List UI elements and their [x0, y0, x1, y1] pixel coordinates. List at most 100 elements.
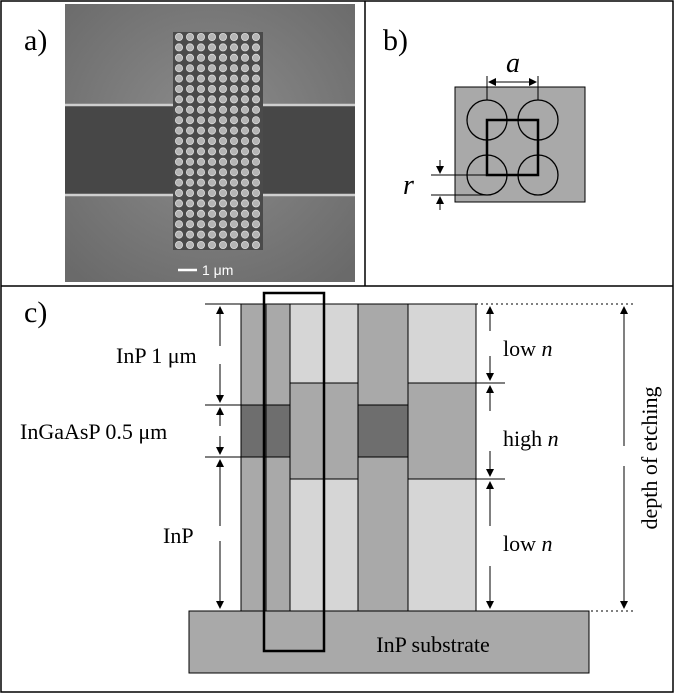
sem-hole — [207, 230, 216, 239]
column3-bottom — [357, 456, 409, 612]
sem-hole — [229, 85, 238, 94]
sem-hole — [186, 188, 195, 197]
sem-hole — [251, 157, 260, 166]
sem-hole — [207, 178, 216, 187]
sem-hole — [175, 220, 184, 229]
sem-hole — [186, 32, 195, 41]
right-waveguide — [260, 105, 355, 195]
sem-hole — [186, 157, 195, 166]
layer-diagram: InP substrate InP 1 μm InGaAsP 0.5 — [20, 291, 662, 674]
sem-hole — [218, 157, 227, 166]
sem-hole — [175, 209, 184, 218]
top-index-label: low n — [503, 336, 553, 361]
sem-hole — [207, 220, 216, 229]
sem-hole — [229, 178, 238, 187]
sem-hole — [229, 220, 238, 229]
sem-hole — [251, 105, 260, 114]
sem-hole — [229, 74, 238, 83]
sem-hole — [175, 95, 184, 104]
panel-b-label: b) — [383, 24, 408, 57]
sem-hole — [229, 126, 238, 135]
sem-hole — [218, 188, 227, 197]
sem-hole — [186, 168, 195, 177]
sem-hole — [229, 105, 238, 114]
sem-hole — [175, 43, 184, 52]
sem-hole — [218, 85, 227, 94]
sem-hole — [229, 147, 238, 156]
sem-hole — [196, 240, 205, 249]
sem-hole — [240, 168, 249, 177]
sem-hole — [240, 157, 249, 166]
sem-hole — [186, 240, 195, 249]
sem-hole — [175, 157, 184, 166]
column3-middle — [357, 404, 409, 458]
sem-hole — [175, 32, 184, 41]
sem-hole — [229, 240, 238, 249]
panel-a-label: a) — [24, 24, 48, 57]
sem-hole — [196, 64, 205, 73]
sem-hole — [175, 116, 184, 125]
panel-c: c) InP substrate — [0, 286, 673, 692]
sem-hole — [186, 209, 195, 218]
sem-hole — [251, 85, 260, 94]
hole-array — [175, 32, 260, 249]
sem-hole — [175, 230, 184, 239]
sem-hole — [218, 32, 227, 41]
substrate — [188, 610, 590, 674]
left-waveguide — [65, 105, 175, 195]
sem-hole — [196, 136, 205, 145]
sem-hole — [207, 240, 216, 249]
sem-hole — [240, 126, 249, 135]
sem-hole — [229, 95, 238, 104]
bottom-layer-label: InP — [163, 523, 194, 548]
sem-hole — [196, 157, 205, 166]
column4-top — [407, 303, 477, 384]
sem-hole — [251, 74, 260, 83]
sem-hole — [240, 220, 249, 229]
sem-hole — [196, 53, 205, 62]
sem-hole — [251, 230, 260, 239]
sem-hole — [240, 136, 249, 145]
sem-hole — [240, 105, 249, 114]
sem-hole — [218, 199, 227, 208]
sem-hole — [186, 85, 195, 94]
sem-hole — [240, 209, 249, 218]
sem-hole — [207, 43, 216, 52]
sem-hole — [218, 95, 227, 104]
sem-hole — [186, 105, 195, 114]
sem-hole — [175, 199, 184, 208]
sem-hole — [251, 53, 260, 62]
sem-hole — [207, 147, 216, 156]
substrate-label: InP substrate — [376, 632, 489, 657]
sem-hole — [196, 74, 205, 83]
sem-hole — [229, 199, 238, 208]
sem-hole — [240, 64, 249, 73]
sem-hole — [196, 85, 205, 94]
sem-hole — [229, 157, 238, 166]
sem-hole — [240, 32, 249, 41]
sem-hole — [251, 147, 260, 156]
sem-hole — [207, 168, 216, 177]
sem-hole — [229, 53, 238, 62]
lattice-diagram: a r — [403, 48, 586, 210]
sem-hole — [186, 95, 195, 104]
sem-hole — [240, 85, 249, 94]
sem-hole — [175, 136, 184, 145]
sem-hole — [240, 178, 249, 187]
scale-bar-label: 1 μm — [202, 262, 233, 278]
sem-hole — [196, 126, 205, 135]
sem-hole — [186, 126, 195, 135]
sem-hole — [218, 220, 227, 229]
panel-c-label: c) — [24, 296, 48, 329]
sem-hole — [196, 220, 205, 229]
sem-hole — [207, 32, 216, 41]
sem-hole — [251, 116, 260, 125]
sem-hole — [218, 74, 227, 83]
sem-hole — [240, 95, 249, 104]
bottom-index-label: low n — [503, 531, 553, 556]
sem-hole — [175, 74, 184, 83]
sem-hole — [218, 105, 227, 114]
sem-hole — [196, 230, 205, 239]
sem-hole — [240, 147, 249, 156]
